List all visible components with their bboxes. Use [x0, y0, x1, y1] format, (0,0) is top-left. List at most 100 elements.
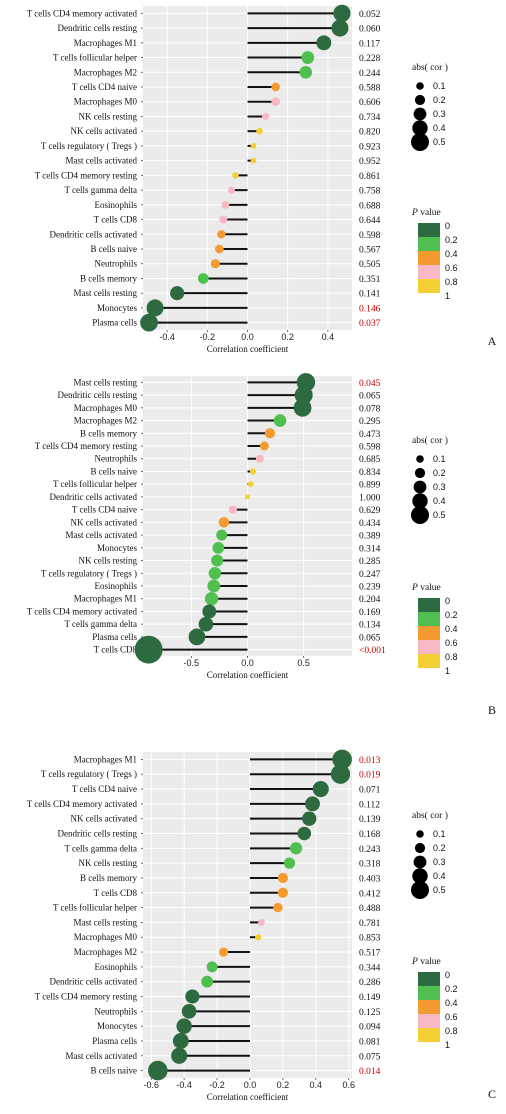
p-value-label: 0.169 — [359, 608, 381, 618]
p-value-label: 0.149 — [359, 993, 381, 1003]
size-legend-label: 0.2 — [433, 95, 446, 105]
size-legend-dot — [411, 881, 429, 899]
size-legend: abs( cor ) 0.1 0.2 0.3 0.4 0.5 — [411, 435, 448, 524]
pvalue-legend-label: 0.4 — [445, 249, 458, 259]
size-legend-label: 0.3 — [433, 482, 446, 492]
category-label: Macrophages M0 — [74, 403, 138, 413]
category-label: Plasma cells — [92, 632, 137, 642]
p-value-label: 0.094 — [359, 1023, 381, 1033]
lollipop-dot — [171, 1047, 188, 1064]
size-legend-label: 0.3 — [433, 857, 446, 867]
lollipop-dot — [301, 51, 315, 64]
p-value-label: 0.734 — [359, 113, 381, 123]
p-value-label: 0.403 — [359, 874, 381, 884]
pvalue-legend-label: 0 — [445, 221, 450, 231]
category-label: Mast cells activated — [66, 530, 138, 540]
category-label: T cells CD8 — [94, 645, 138, 655]
size-legend-dot — [413, 107, 427, 121]
lollipop-dot — [198, 616, 214, 632]
x-tick-label: -0.6 — [143, 1080, 159, 1090]
size-legend-title: abs( cor ) — [412, 62, 448, 73]
lollipop-dot — [219, 947, 229, 957]
category-label: T cells gamma delta — [64, 619, 137, 629]
p-value-label: 0.853 — [359, 934, 381, 944]
pvalue-color-swatch — [418, 654, 440, 668]
category-label: Mast cells activated — [66, 1051, 138, 1061]
pvalue-legend-label: 0.4 — [445, 624, 458, 634]
lollipop-dot — [146, 299, 164, 317]
lollipop-dot — [219, 215, 228, 224]
p-value-label: 0.899 — [359, 481, 381, 491]
p-value-label: 0.075 — [359, 1052, 381, 1062]
p-value-label: 0.351 — [359, 275, 381, 285]
pvalue-color-swatch — [418, 598, 440, 612]
p-value-label: 0.861 — [359, 172, 381, 182]
size-legend-dot — [414, 842, 426, 854]
category-label: Macrophages M0 — [74, 97, 138, 107]
x-tick-label: -0.4 — [159, 332, 175, 342]
category-label: Monocytes — [97, 303, 137, 313]
p-value-label: 0.139 — [359, 815, 381, 825]
lollipop-dot — [305, 796, 320, 812]
lollipop-dot — [316, 35, 332, 51]
lollipop-dot — [172, 1032, 189, 1049]
category-label: Macrophages M0 — [74, 932, 138, 942]
p-value-label: 0.688 — [359, 201, 381, 211]
p-value-label: 0.295 — [359, 417, 381, 427]
category-label: NK cells resting — [79, 556, 138, 566]
lollipop-dot — [217, 230, 226, 239]
size-legend-label: 0.1 — [433, 81, 446, 91]
p-value-label: 0.071 — [359, 786, 381, 796]
category-label: T cells CD4 memory activated — [27, 799, 138, 809]
category-label: Dendritic cells activated — [50, 229, 138, 239]
pvalue-legend-title: P value — [411, 583, 441, 593]
pvalue-color-swatch — [418, 1000, 440, 1014]
p-value-label: 0.019 — [359, 771, 381, 781]
p-value-label: 0.013 — [359, 756, 381, 766]
category-label: T cells CD8 — [94, 215, 138, 225]
lollipop-dot — [197, 273, 209, 284]
x-tick-label: 0.0 — [241, 658, 254, 668]
p-value-label: 0.344 — [359, 963, 381, 973]
lollipop-dot — [271, 97, 280, 107]
category-label: T cells regulatory ( Tregs ) — [41, 568, 137, 578]
category-label: NK cells activated — [71, 126, 138, 136]
p-value-label: 0.598 — [359, 231, 381, 241]
lollipop-dot — [333, 4, 351, 22]
p-value-label: 0.239 — [359, 583, 381, 593]
pvalue-legend-label: 0.2 — [445, 235, 458, 245]
x-tick-label: -0.4 — [176, 1080, 192, 1090]
category-label: NK cells activated — [71, 814, 138, 824]
category-label: Macrophages M1 — [74, 594, 137, 604]
p-value-label: 0.081 — [359, 1037, 381, 1047]
size-legend-label: 0.1 — [433, 829, 446, 839]
x-tick-label: -0.2 — [200, 332, 216, 342]
category-label: T cells CD4 memory activated — [27, 606, 138, 616]
size-legend-label: 0.2 — [433, 843, 446, 853]
pvalue-legend-label: 0.8 — [445, 652, 458, 662]
category-label: Macrophages M1 — [74, 38, 137, 48]
lollipop-dot — [302, 811, 317, 826]
x-tick-label: 0.0 — [244, 1080, 257, 1090]
lollipop-dot — [228, 505, 238, 514]
lollipop-dot — [218, 517, 230, 528]
p-value-label: 0.517 — [359, 949, 381, 959]
category-label: T cells CD4 memory resting — [35, 170, 138, 180]
lollipop-dot — [255, 934, 262, 941]
p-value-label: 0.314 — [359, 544, 381, 554]
lollipop-dot — [330, 764, 351, 784]
category-label: Mast cells resting — [74, 377, 138, 387]
category-label: Macrophages M2 — [74, 416, 137, 426]
p-value-label: 0.204 — [359, 595, 381, 605]
category-label: B cells memory — [80, 873, 137, 883]
pvalue-legend-title-italic: P — [411, 957, 418, 967]
p-value-label: 0.060 — [359, 25, 381, 35]
pvalue-legend-title-italic: P — [411, 208, 418, 218]
pvalue-legend-label: 0.8 — [445, 277, 458, 287]
p-value-label: 0.685 — [359, 455, 381, 465]
category-label: T cells CD4 naive — [72, 82, 137, 92]
p-value-label: 0.037 — [359, 319, 381, 329]
p-value-label: 0.134 — [359, 621, 381, 631]
category-label: B cells naive — [91, 244, 138, 254]
pvalue-color-swatch — [418, 265, 440, 279]
